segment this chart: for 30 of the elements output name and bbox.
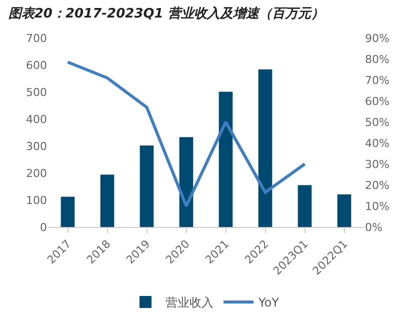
y-tick-label: 600 xyxy=(26,58,47,72)
bar xyxy=(100,174,114,227)
bar xyxy=(179,137,194,227)
bar xyxy=(60,196,75,227)
line-series xyxy=(66,60,306,208)
y2-tick-label: 10% xyxy=(365,200,390,213)
y2-tick-label: 50% xyxy=(365,116,390,129)
y2-tick-label: 70% xyxy=(365,74,390,87)
chart-title: 图表20：2017-2023Q1 营业收入及增速（百万元） xyxy=(8,5,324,22)
y2-tick-label: 40% xyxy=(365,136,390,150)
y-tick-label: 700 xyxy=(26,32,47,45)
bar xyxy=(298,185,312,227)
y-tick-label: 100 xyxy=(26,194,47,207)
y2-tick-label: 20% xyxy=(365,178,390,192)
y2-tick-label: 0% xyxy=(365,220,382,234)
y-tick-label: 300 xyxy=(26,140,47,153)
y-tick-label: 0 xyxy=(40,220,47,234)
y2-tick-label: 30% xyxy=(365,158,390,171)
y2-tick-label: 80% xyxy=(365,52,390,66)
y2-tick-label: 90% xyxy=(365,32,390,45)
legend-label: 营业收入 xyxy=(166,296,214,310)
y2-tick-label: 60% xyxy=(365,94,390,108)
y-tick-label: 500 xyxy=(26,86,47,99)
bar xyxy=(337,194,352,227)
y-tick-label: 400 xyxy=(26,112,47,126)
y-tick-label: 200 xyxy=(26,166,47,180)
bar xyxy=(140,145,154,227)
bar xyxy=(218,92,233,227)
bar xyxy=(258,69,272,227)
legend-label: YoY xyxy=(258,296,280,310)
